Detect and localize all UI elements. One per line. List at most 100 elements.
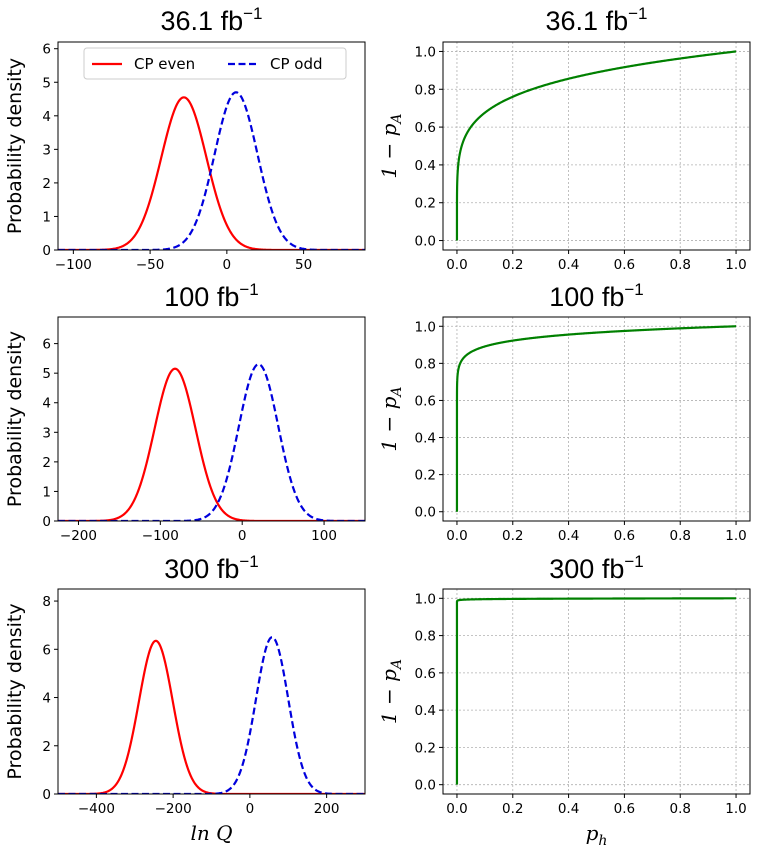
x-tick-label: −100 bbox=[55, 257, 92, 273]
y-tick-label: 4 bbox=[42, 691, 51, 707]
x-tick-label: 0.4 bbox=[558, 801, 579, 817]
x-tick-label: 0.2 bbox=[502, 528, 523, 544]
y-tick-label: 0.2 bbox=[415, 468, 436, 484]
y-tick-label: 2 bbox=[42, 455, 51, 471]
y-tick-label: 0.0 bbox=[415, 778, 436, 794]
x-tick-label: 0 bbox=[246, 801, 255, 817]
y-tick-label: 5 bbox=[42, 366, 51, 382]
y-axis-label: Probability density bbox=[4, 331, 26, 507]
title-text: 36.1 fb bbox=[546, 6, 629, 36]
legend: CP even CP odd bbox=[83, 47, 347, 80]
y-tick-label: 6 bbox=[42, 337, 51, 353]
x-axis-label-sub: h bbox=[598, 833, 607, 849]
x-tick-label: −200 bbox=[60, 528, 97, 544]
panel-3: 100 fb−1 −200 −100 0 100 0 1 2 3 4 5 6 Probability d… bbox=[4, 280, 366, 544]
y-tick-label: 0.2 bbox=[415, 196, 436, 212]
x-tick-label: −50 bbox=[136, 257, 165, 273]
y-tick-label: 1.0 bbox=[415, 44, 436, 60]
x-tick-label: 1.0 bbox=[725, 801, 746, 817]
series-line-roc bbox=[455, 597, 737, 785]
legend-label: CP odd bbox=[270, 55, 323, 73]
title-exponent: −1 bbox=[239, 280, 258, 299]
y-tick-label: 0.0 bbox=[415, 505, 436, 521]
x-tick-label: 0.2 bbox=[502, 801, 523, 817]
panel-1: 36.1 fb−1 −100 −50 0 50 0 1 2 3 4 5 6 Probability de… bbox=[4, 4, 366, 273]
x-axis-label-main: ln Q bbox=[190, 821, 232, 845]
y-tick-label: 0.2 bbox=[415, 740, 436, 756]
title-text: 300 fb bbox=[549, 554, 624, 584]
x-tick-label: 0.6 bbox=[614, 801, 635, 817]
y-axis-label: 1 − pA bbox=[377, 386, 405, 451]
x-axis-label: ph bbox=[586, 821, 608, 849]
y-tick-label: 0 bbox=[42, 514, 51, 530]
axes-frame bbox=[442, 588, 751, 795]
axes-frame bbox=[442, 316, 751, 522]
panel-2: 36.1 fb−1 0.0 0.2 0.4 0.6 0.8 1.0 0.0 0.2 0.4 0.6 0… bbox=[377, 4, 751, 273]
series-line-cp-even bbox=[58, 96, 365, 250]
title-text: 300 fb bbox=[164, 554, 239, 584]
title-text: 100 fb bbox=[549, 282, 624, 312]
x-tick-label: 1.0 bbox=[725, 257, 746, 273]
panel-title: 36.1 fb−1 bbox=[546, 4, 648, 36]
y-tick-label: 0 bbox=[42, 243, 51, 259]
y-tick-label: 1 bbox=[42, 209, 51, 225]
title-exponent: −1 bbox=[624, 552, 643, 571]
x-tick-label: 0.4 bbox=[558, 528, 579, 544]
panel-title: 100 fb−1 bbox=[549, 280, 643, 312]
y-axis-label-main: 1 − p bbox=[377, 123, 401, 178]
series-line-roc bbox=[455, 325, 737, 512]
y-tick-label: 1.0 bbox=[415, 319, 436, 335]
y-tick-label: 0.6 bbox=[415, 393, 436, 409]
panel-title: 300 fb−1 bbox=[164, 552, 258, 584]
y-tick-label: 0.8 bbox=[415, 82, 436, 98]
y-axis-label: 1 − pA bbox=[377, 113, 405, 178]
y-tick-label: 5 bbox=[42, 75, 51, 91]
y-tick-label: 6 bbox=[42, 642, 51, 658]
y-tick-label: 0.8 bbox=[415, 629, 436, 645]
axes-frame bbox=[442, 41, 751, 251]
y-tick-label: 0.0 bbox=[415, 234, 436, 250]
series-line-cp-even bbox=[58, 639, 365, 794]
y-tick-label: 0.4 bbox=[415, 703, 436, 719]
y-tick-label: 0.4 bbox=[415, 431, 436, 447]
y-tick-label: 0.6 bbox=[415, 666, 436, 682]
x-tick-label: 0 bbox=[238, 528, 247, 544]
panel-title: 100 fb−1 bbox=[164, 280, 258, 312]
y-tick-label: 0.6 bbox=[415, 120, 436, 136]
title-exponent: −1 bbox=[243, 4, 262, 23]
series-line-cp-even bbox=[58, 367, 365, 521]
title-text: 100 fb bbox=[164, 282, 239, 312]
x-tick-label: 1.0 bbox=[725, 528, 746, 544]
x-axis-label-main: p bbox=[586, 821, 599, 845]
series-line-cp-odd bbox=[58, 636, 365, 794]
y-tick-label: 2 bbox=[42, 176, 51, 192]
x-tick-label: 100 bbox=[311, 528, 337, 544]
y-tick-label: 8 bbox=[42, 594, 51, 610]
x-tick-label: −400 bbox=[78, 801, 115, 817]
panel-6: 300 fb−1 0.0 0.2 0.4 0.6 0.8 1.0 0.0 0.2 0.4 0.6 0.… bbox=[377, 552, 751, 849]
y-tick-label: 1 bbox=[42, 484, 51, 500]
series-line-cp-odd bbox=[58, 363, 365, 521]
x-tick-label: 0 bbox=[223, 257, 232, 273]
title-exponent: −1 bbox=[239, 552, 258, 571]
panel-title: 36.1 fb−1 bbox=[161, 4, 263, 36]
x-tick-label: 0.2 bbox=[502, 257, 523, 273]
y-tick-label: 0.8 bbox=[415, 356, 436, 372]
y-tick-label: 4 bbox=[42, 396, 51, 412]
panel-4: 100 fb−1 0.0 0.2 0.4 0.6 0.8 1.0 0.0 0.2 0.4 0.6 0.… bbox=[377, 280, 751, 544]
y-axis-label-main: 1 − p bbox=[377, 669, 401, 724]
title-exponent: −1 bbox=[624, 280, 643, 299]
axes-frame bbox=[57, 316, 366, 522]
y-axis-label: Probability density bbox=[4, 58, 26, 234]
axes-frame bbox=[57, 41, 366, 251]
y-axis-label: 1 − pA bbox=[377, 659, 405, 724]
x-tick-label: 0.8 bbox=[669, 257, 690, 273]
y-tick-label: 3 bbox=[42, 425, 51, 441]
title-text: 36.1 fb bbox=[161, 6, 244, 36]
x-tick-label: 0.6 bbox=[614, 257, 635, 273]
x-tick-label: 0.0 bbox=[446, 801, 467, 817]
y-axis-label-sub: A bbox=[389, 659, 405, 671]
title-exponent: −1 bbox=[628, 4, 647, 23]
x-tick-label: 0.8 bbox=[669, 528, 690, 544]
